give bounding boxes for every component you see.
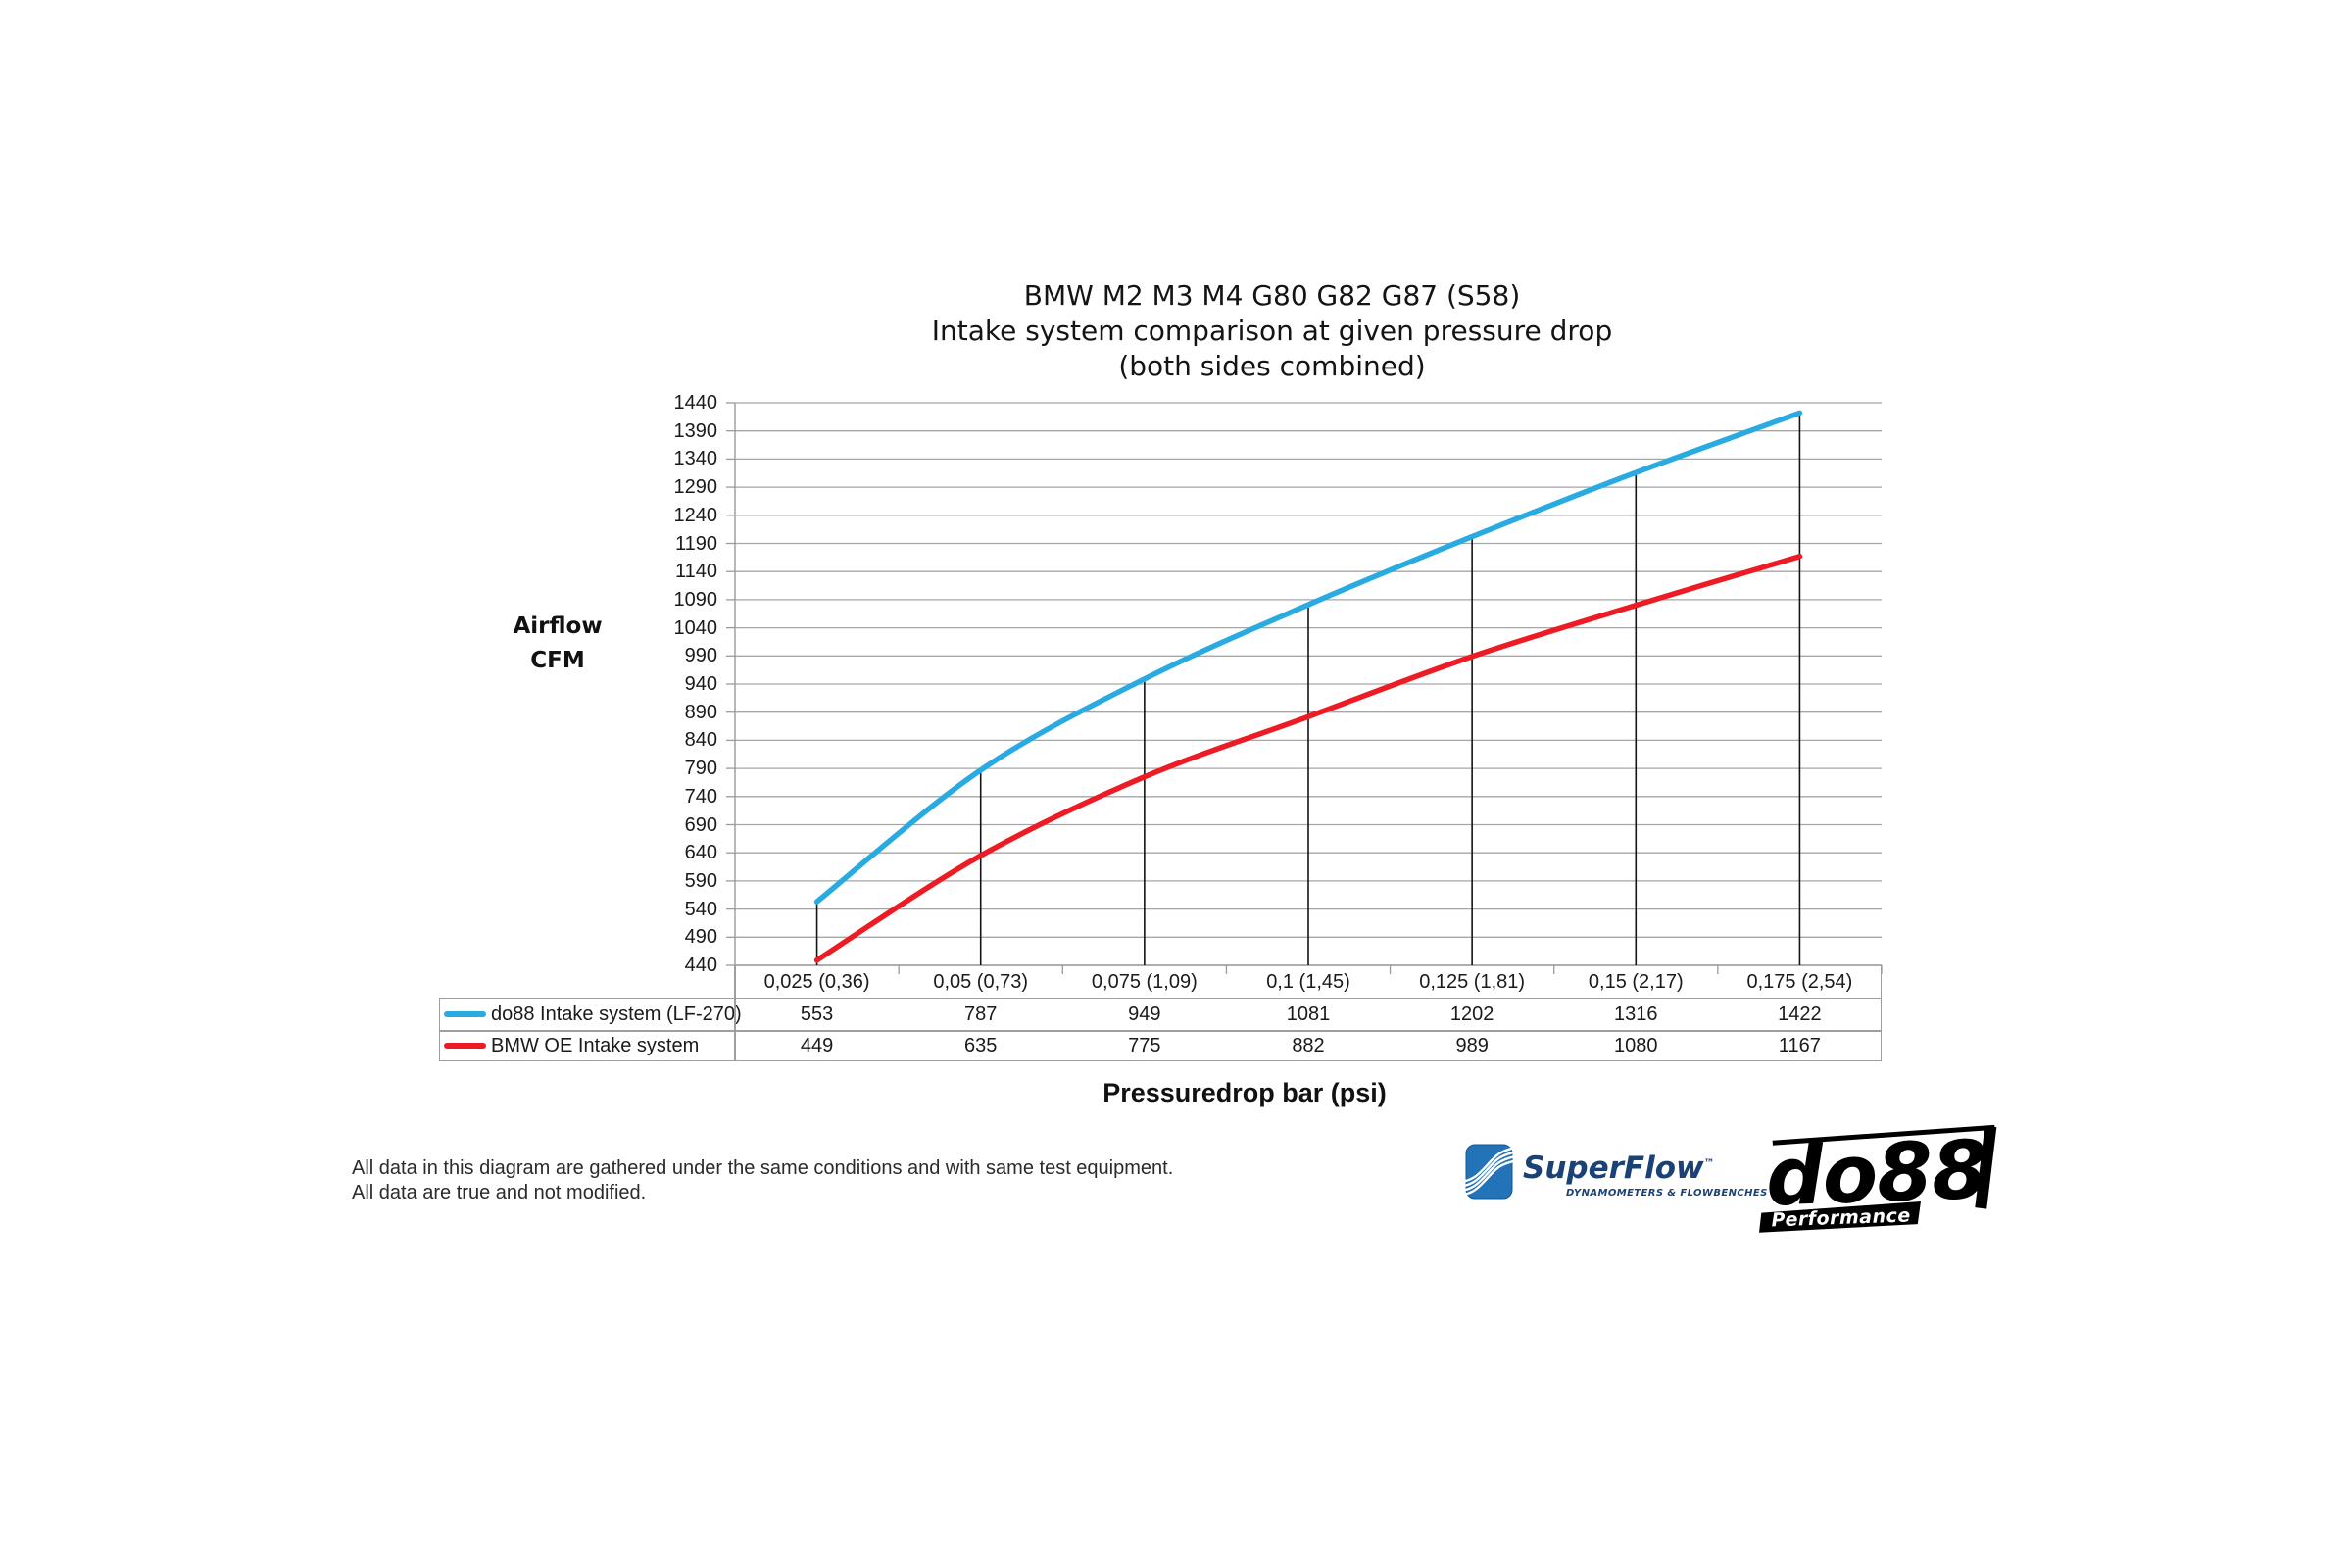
table-row-separator <box>439 1030 1882 1032</box>
table-value-cell: 1080 <box>1614 1035 1658 1057</box>
y-tick-label: 840 <box>684 729 717 752</box>
trademark-symbol: ™ <box>1703 1156 1715 1170</box>
x-tick-label: 0,1 (1,45) <box>1266 971 1350 993</box>
y-tick-label: 640 <box>684 842 717 864</box>
legend-label: do88 Intake system (LF-270) <box>491 1003 742 1025</box>
table-value-cell: 1202 <box>1449 1003 1494 1025</box>
y-tick-label: 590 <box>684 869 717 892</box>
y-tick-label: 740 <box>684 785 717 808</box>
y-tick-label: 790 <box>684 758 717 780</box>
table-value-cell: 989 <box>1455 1035 1489 1057</box>
series-line-bmw <box>813 553 1803 963</box>
x-tick-label: 0,15 (2,17) <box>1588 971 1684 993</box>
y-axis-title-line-1: Airflow <box>513 613 603 639</box>
y-tick-label: 890 <box>684 701 717 723</box>
table-value-cell: 635 <box>964 1035 998 1057</box>
y-tick-label: 690 <box>684 813 717 836</box>
table-value-cell: 1081 <box>1286 1003 1331 1025</box>
chart-title-line-1: BMW M2 M3 M4 G80 G82 G87 (S58) <box>1023 279 1521 312</box>
x-tick-label: 0,075 (1,09) <box>1091 971 1198 993</box>
y-tick-label: 940 <box>684 673 717 695</box>
y-axis-title-line-2: CFM <box>530 648 585 673</box>
do88-logo: do88 Performance <box>1759 1124 2005 1235</box>
legend-swatch <box>444 1043 486 1050</box>
y-tick-label: 1340 <box>673 448 718 470</box>
superflow-tagline: DYNAMOMETERS & FLOWBENCHES <box>1566 1188 1768 1199</box>
do88-logo-top-border <box>1772 1124 1995 1146</box>
y-tick-label: 990 <box>684 645 717 667</box>
y-tick-label: 1190 <box>674 532 717 555</box>
y-tick-label: 1090 <box>673 588 718 611</box>
table-value-cell: 1422 <box>1778 1003 1822 1025</box>
y-tick-label: 440 <box>684 955 717 976</box>
do88-performance-bar <box>1759 1200 1921 1233</box>
y-tick-label: 490 <box>684 926 717 949</box>
superflow-icon <box>1451 1144 1513 1200</box>
x-tick-label: 0,125 (1,81) <box>1419 971 1526 993</box>
y-tick-label: 540 <box>684 898 717 920</box>
y-tick-label: 1040 <box>673 616 718 639</box>
x-tick-label: 0,175 (2,54) <box>1746 971 1853 993</box>
superflow-logo: SuperFlow™ DYNAMOMETERS & FLOWBENCHES <box>1451 1141 1767 1219</box>
x-tick-label: 0,025 (0,36) <box>763 971 870 993</box>
footnote-line-2: All data are true and not modified. <box>352 1182 647 1203</box>
plot-svg <box>726 402 1883 974</box>
table-value-cell: 1316 <box>1614 1003 1658 1025</box>
table-left-axis-line <box>734 965 736 1061</box>
chart-title-line-3: (both sides combined) <box>1118 350 1426 382</box>
y-tick-label: 1290 <box>673 476 718 499</box>
table-value-cell: 1167 <box>1778 1035 1821 1057</box>
chart-title-line-2: Intake system comparison at given pressu… <box>931 315 1613 347</box>
table-value-cell: 449 <box>800 1035 834 1057</box>
superflow-wordmark: SuperFlow™ <box>1523 1151 1715 1186</box>
data-table <box>439 998 1882 1061</box>
table-value-cell: 787 <box>964 1003 998 1025</box>
legend-swatch <box>444 1010 486 1017</box>
x-axis-title: Pressuredrop bar (psi) <box>1102 1078 1387 1107</box>
legend-label: BMW OE Intake system <box>491 1035 700 1057</box>
footnote-line-1: All data in this diagram are gathered un… <box>352 1157 1174 1179</box>
y-tick-label: 1440 <box>673 392 718 414</box>
chart-title: BMW M2 M3 M4 G80 G82 G87 (S58) Intake sy… <box>586 278 1958 384</box>
table-right-upper-line <box>1880 965 1882 998</box>
y-axis-title: Airflow CFM <box>460 610 656 678</box>
table-value-cell: 949 <box>1128 1003 1161 1025</box>
y-tick-label: 1390 <box>673 419 718 442</box>
footnote: All data in this diagram are gathered un… <box>352 1156 1332 1205</box>
table-value-cell: 553 <box>800 1003 834 1025</box>
series-line-do88 <box>813 410 1803 905</box>
do88-logo-right-border <box>1975 1125 1997 1209</box>
y-tick-label: 1140 <box>674 561 717 583</box>
table-value-cell: 882 <box>1292 1035 1325 1057</box>
x-tick-label: 0,05 (0,73) <box>933 971 1029 993</box>
table-value-cell: 775 <box>1128 1035 1161 1057</box>
do88-performance-label: Performance <box>1771 1204 1911 1231</box>
y-tick-label: 1240 <box>673 504 718 526</box>
